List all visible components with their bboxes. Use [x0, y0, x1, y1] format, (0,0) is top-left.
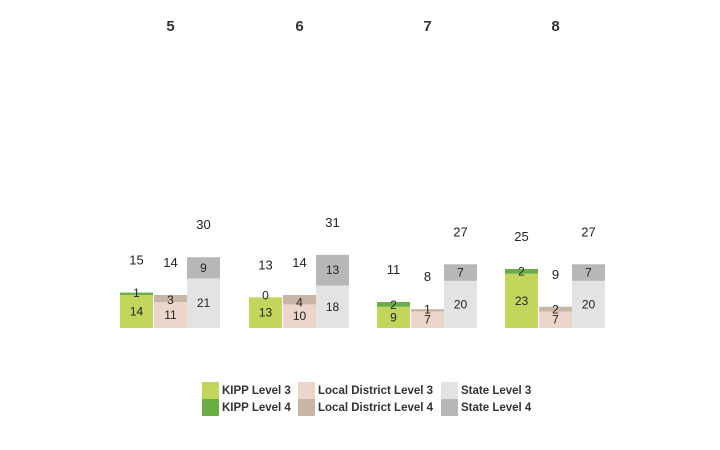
data-label: 7 [424, 313, 431, 327]
bar-segment [539, 306, 572, 312]
data-label: 10 [293, 309, 307, 323]
data-label: 20 [582, 297, 596, 311]
bar-segment [120, 294, 153, 328]
legend-swatch [202, 399, 219, 416]
bar-segment [283, 304, 316, 328]
bar-segment [411, 311, 444, 328]
bar-segment [505, 273, 538, 328]
bar-segment [572, 264, 605, 281]
category-label: 7 [423, 18, 431, 35]
bar-segment [154, 302, 187, 328]
data-label: 1 [424, 302, 431, 316]
legend-swatch [202, 382, 219, 399]
bar-segment [377, 306, 410, 328]
data-label: 18 [326, 300, 340, 314]
legend-item: KIPP Level 4 [202, 399, 298, 416]
total-label: 11 [387, 262, 401, 277]
total-label: 13 [258, 257, 272, 272]
data-label: 9 [390, 310, 397, 324]
data-label: 2 [390, 298, 397, 312]
data-label: 11 [164, 308, 177, 322]
bar-segment [539, 311, 572, 328]
data-label: 1 [133, 286, 140, 300]
category-label: 5 [166, 18, 174, 35]
total-label: 14 [163, 255, 177, 270]
legend-label: KIPP Level 4 [222, 401, 291, 414]
data-label: 3 [167, 293, 174, 307]
total-label: 8 [424, 269, 431, 284]
legend-item: KIPP Level 3 [202, 382, 298, 399]
chart-legend: KIPP Level 3 Local District Level 3 Stat… [202, 382, 561, 416]
legend-item: Local District Level 4 [298, 399, 441, 416]
data-label: 7 [552, 313, 559, 327]
total-label: 27 [453, 224, 467, 239]
total-label: 14 [292, 255, 306, 270]
legend-swatch [441, 399, 458, 416]
total-label: 15 [129, 253, 143, 268]
data-label: 7 [585, 266, 592, 280]
legend-label: KIPP Level 3 [222, 384, 291, 397]
legend-label: State Level 4 [461, 401, 532, 414]
legend-item: State Level 4 [441, 399, 561, 416]
total-label: 27 [581, 224, 595, 239]
bar-segment [411, 309, 444, 312]
bar-segment [572, 280, 605, 328]
bar-segment [377, 302, 410, 307]
legend-label: Local District Level 3 [318, 384, 434, 397]
data-label: 0 [262, 288, 269, 302]
data-label: 7 [457, 266, 464, 280]
data-label: 13 [326, 263, 340, 277]
data-label: 21 [197, 296, 211, 310]
data-label: 2 [518, 265, 525, 279]
total-label: 9 [552, 267, 559, 282]
legend-label: State Level 3 [461, 384, 532, 397]
data-label: 23 [515, 294, 529, 308]
total-label: 30 [196, 217, 210, 232]
legend-item: Local District Level 3 [298, 382, 441, 399]
bar-segment [283, 294, 316, 305]
bar-segment [187, 278, 220, 328]
bar-segment [444, 264, 477, 281]
category-label: 6 [295, 18, 303, 35]
legend-swatch [298, 382, 315, 399]
bar-segment [505, 269, 538, 274]
total-label: 25 [514, 229, 528, 244]
bar-segment [154, 294, 187, 303]
legend-swatch [298, 399, 315, 416]
bar-segment [249, 297, 282, 328]
data-label: 4 [296, 295, 303, 309]
data-label: 2 [552, 302, 559, 316]
bar-segment [444, 280, 477, 328]
bar-segment [120, 292, 153, 295]
data-label: 13 [259, 306, 273, 320]
data-label: 14 [130, 304, 144, 318]
category-label: 8 [551, 18, 559, 35]
total-label: 31 [325, 215, 339, 230]
legend-swatch [441, 382, 458, 399]
legend-label: Local District Level 4 [318, 401, 434, 414]
legend-item: State Level 3 [441, 382, 561, 399]
data-label: 9 [200, 261, 207, 275]
data-label: 20 [454, 297, 468, 311]
bar-segment [187, 257, 220, 279]
bar-segment [316, 285, 349, 328]
bar-segment [316, 254, 349, 286]
